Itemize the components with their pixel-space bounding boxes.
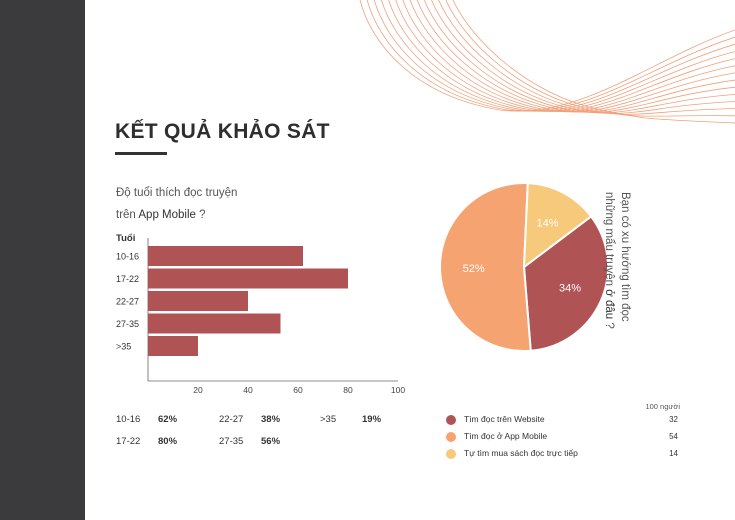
summary-label: 27-35 — [219, 436, 244, 447]
pie-total-label: 100 người — [645, 402, 680, 411]
decorative-curve — [402, 0, 735, 113]
bar-category-label: >35 — [116, 342, 131, 352]
summary-item: 27-35 56% — [219, 436, 280, 447]
pie-slice-label: 34% — [559, 283, 581, 295]
bar-category-label: 27-35 — [116, 319, 139, 329]
pie-legend-item: Tìm đọc ở App Mobile — [446, 431, 547, 442]
legend-dot — [446, 448, 456, 459]
summary-label: 10-16 — [116, 414, 141, 425]
bar-3 — [148, 313, 281, 334]
decorative-curve — [416, 0, 735, 113]
summary-value: 80% — [158, 436, 178, 447]
decorative-curves — [359, 0, 735, 124]
pie-legend-count: 32 — [669, 415, 678, 424]
pie-legend-item: Tự tìm mua sách đọc trực tiếp — [446, 448, 578, 459]
decorative-curve — [388, 0, 735, 112]
source-question: Bạn có xu hướng tìm đọc những mẩu truyện… — [593, 192, 633, 342]
bar-category-label: 17-22 — [116, 274, 139, 284]
source-question-line1: Bạn có xu hướng tìm đọc — [619, 192, 631, 322]
decorative-curve — [445, 0, 735, 117]
decorative-curve — [409, 0, 735, 113]
legend-dot — [446, 414, 456, 425]
bar-0 — [148, 246, 303, 266]
pie-legend-label: Tìm đọc ở App Mobile — [464, 431, 548, 441]
decorative-curve — [381, 0, 735, 112]
page-title: KẾT QUẢ KHẢO SÁT — [115, 120, 330, 143]
left-sidebar — [0, 0, 85, 520]
bar-4 — [148, 336, 198, 356]
summary-item: 10-16 62% — [116, 414, 177, 425]
summary-label: 22-27 — [219, 414, 244, 425]
bar-x-tick: 40 — [243, 385, 253, 395]
decorative-curve — [431, 0, 735, 114]
decorative-curve — [423, 0, 735, 114]
decorative-curve — [373, 0, 735, 112]
pie-slice-0 — [522, 215, 609, 352]
decorative-curve — [366, 0, 735, 112]
pie-slice-1 — [439, 182, 532, 352]
source-question-line2: những mẩu truyện ở đâu ? — [603, 192, 615, 329]
summary-value: 38% — [261, 414, 281, 425]
bar-category-label: 22-27 — [116, 297, 139, 307]
bar-2 — [148, 291, 248, 311]
summary-value: 19% — [362, 414, 382, 425]
legend-dot — [446, 431, 456, 442]
pie-legend-label: Tìm đọc trên Website — [464, 414, 545, 424]
age-question-line2: trên App Mobile ? — [116, 209, 206, 221]
pie-legend-count: 14 — [669, 449, 678, 458]
source-pie-chart: 34% 52% 14% — [439, 182, 609, 352]
bar-category-label: 10-16 — [116, 252, 139, 262]
bar-x-tick: 20 — [193, 385, 203, 395]
summary-item: >35 19% — [320, 414, 381, 425]
decorative-curve — [452, 0, 735, 124]
pie-slice-2 — [522, 182, 593, 270]
bar-x-tick: 100 — [391, 385, 405, 395]
summary-label: >35 — [320, 414, 337, 425]
pie-legend-item: Tìm đọc trên Website — [446, 414, 545, 425]
summary-value: 62% — [158, 414, 178, 425]
summary-item: 17-22 80% — [116, 436, 177, 447]
age-question-line1: Độ tuổi thích đọc truyện — [116, 187, 238, 199]
decorative-curve — [359, 0, 735, 112]
pie-legend-count: 54 — [669, 432, 678, 441]
bar-x-tick: 80 — [343, 385, 353, 395]
summary-label: 17-22 — [116, 436, 141, 447]
bar-1 — [148, 268, 348, 289]
age-question: Độ tuổi thích đọc truyện trên App Mobile… — [116, 182, 237, 226]
decorative-curve — [395, 0, 735, 113]
summary-value: 56% — [261, 436, 281, 447]
age-bar-chart: Tuổi 10-16 17-22 22-27 27-35 >35 20 40 60 80 100 — [116, 233, 405, 395]
bar-x-tick: 60 — [293, 385, 303, 395]
pie-slice-label: 14% — [536, 217, 558, 229]
decorative-curve — [438, 0, 735, 115]
pie-legend-label: Tự tìm mua sách đọc trực tiếp — [464, 448, 578, 458]
bar-ylabel: Tuổi — [116, 233, 135, 244]
title-underline — [115, 152, 167, 155]
pie-slice-label: 52% — [463, 263, 485, 275]
summary-item: 22-27 38% — [219, 414, 280, 425]
